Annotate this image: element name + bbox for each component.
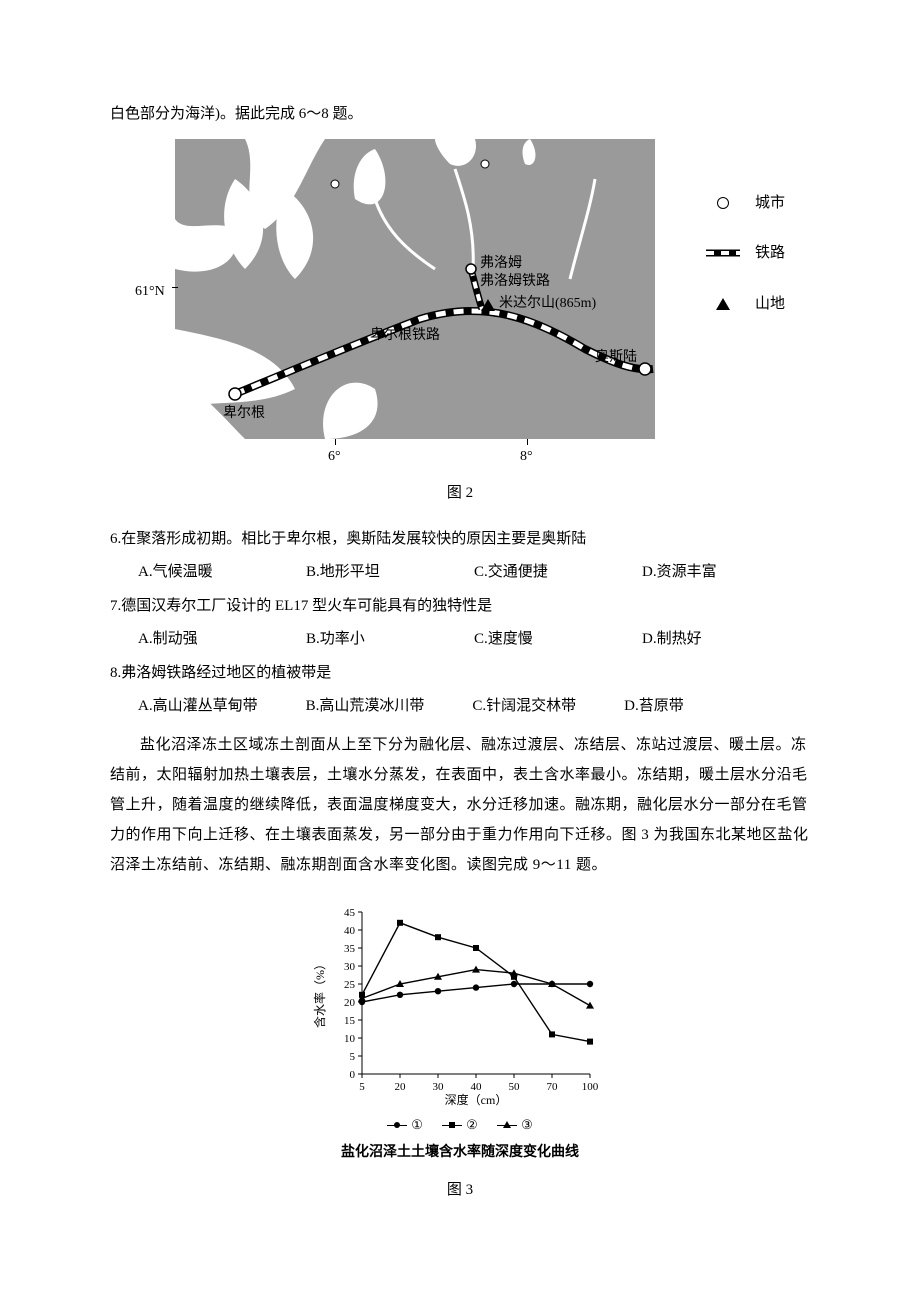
chart-svg: 05101520253035404552030405070100深度（cm）含水… [310,896,610,1106]
legend-mountain-label: 山地 [755,290,785,319]
q8-number: 8. [110,659,121,688]
legend-city-label: 城市 [755,189,785,218]
intro-continued: 白色部分为海洋)。据此完成 6～8 题。 [110,100,810,129]
svg-text:35: 35 [344,943,356,955]
q6-option-b: B.地形平坦 [306,558,474,587]
railway-icon [706,248,740,258]
map-legend: 城市 铁路 山地 [705,189,785,341]
legend-series-2-label: ② [466,1113,478,1138]
legend-series-3: ③ [497,1113,533,1138]
svg-text:40: 40 [471,1081,483,1093]
q7-option-d: D.制热好 [642,625,810,654]
passage-9-11: 盐化沼泽冻土区域冻土剖面从上至下分为融化层、融冻过渡层、冻结层、冻站过渡层、暖土… [110,730,810,880]
q7-number: 7. [110,592,121,621]
legend-series-2: ② [442,1113,478,1138]
svg-text:20: 20 [344,997,356,1009]
q6-number: 6. [110,525,121,554]
label-flom: 弗洛姆 [480,255,522,271]
question-7: 7. 德国汉寿尔工厂设计的 EL17 型火车可能具有的独特性是 A.制动强 B.… [110,592,810,653]
legend-railway: 铁路 [705,239,785,268]
question-8: 8. 弗洛姆铁路经过地区的植被带是 A.高山灌丛草甸带 B.高山荒漠冰川带 C.… [110,659,810,720]
square-marker-icon [449,1122,455,1128]
q6-option-c: C.交通便捷 [474,558,642,587]
legend-series-1: ① [387,1113,423,1138]
q8-option-c: C.针阔混交林带 [472,692,606,721]
legend-railway-label: 铁路 [755,239,785,268]
q7-stem: 德国汉寿尔工厂设计的 EL17 型火车可能具有的独特性是 [121,592,810,621]
q8-option-b: B.高山荒漠冰川带 [306,692,455,721]
svg-text:5: 5 [350,1051,356,1063]
svg-text:45: 45 [344,907,356,919]
q7-option-c: C.速度慢 [474,625,642,654]
figure-3: 05101520253035404552030405070100深度（cm）含水… [110,896,810,1205]
map-container: 弗洛姆 弗洛姆铁路 米达尔山(865m) 卑尔根铁路 奥斯陆 卑尔根 61°N … [135,139,785,469]
figure-2-caption: 图 2 [110,479,810,508]
legend-series-3-label: ③ [521,1113,533,1138]
map-image: 弗洛姆 弗洛姆铁路 米达尔山(865m) 卑尔根铁路 奥斯陆 卑尔根 [175,139,655,439]
q6-option-d: D.资源丰富 [642,558,810,587]
legend-series-1-label: ① [411,1113,423,1138]
chart-title: 盐化沼泽土土壤含水率随深度变化曲线 [290,1140,630,1167]
svg-text:30: 30 [344,961,356,973]
lon-label-1: 6° [328,444,341,471]
figure-2: 弗洛姆 弗洛姆铁路 米达尔山(865m) 卑尔根铁路 奥斯陆 卑尔根 61°N … [110,139,810,508]
svg-text:20: 20 [395,1081,407,1093]
svg-text:15: 15 [344,1015,356,1027]
svg-text:5: 5 [359,1081,365,1093]
lon-tick-1 [335,439,336,445]
city-icon [717,197,729,209]
q8-option-d: D.苔原带 [624,692,714,721]
svg-text:深度（cm）: 深度（cm） [445,1092,508,1106]
svg-text:50: 50 [509,1081,521,1093]
label-midal: 米达尔山(865m) [499,295,597,311]
label-oslo: 奥斯陆 [595,348,637,365]
label-bergen-rail: 卑尔根铁路 [370,326,440,343]
map-svg: 弗洛姆 弗洛姆铁路 米达尔山(865m) 卑尔根铁路 奥斯陆 卑尔根 [175,139,655,439]
svg-text:10: 10 [344,1033,356,1045]
chart-legend: ① ② ③ [290,1110,630,1138]
svg-text:40: 40 [344,925,356,937]
legend-city: 城市 [705,189,785,218]
circle-marker-icon [394,1122,400,1128]
svg-text:100: 100 [582,1081,599,1093]
svg-text:70: 70 [547,1081,559,1093]
q7-option-b: B.功率小 [306,625,474,654]
figure-3-caption: 图 3 [110,1176,810,1205]
q6-stem: 在聚落形成初期。相比于卑尔根，奥斯陆发展较快的原因主要是奥斯陆 [121,525,810,554]
lon-label-2: 8° [520,444,533,471]
label-flom-rail: 弗洛姆铁路 [480,273,550,289]
legend-mountain: 山地 [705,290,785,319]
mountain-icon [716,298,730,310]
lon-tick-2 [527,439,528,445]
svg-text:0: 0 [350,1069,356,1081]
q6-option-a: A.气候温暖 [138,558,306,587]
question-6: 6. 在聚落形成初期。相比于卑尔根，奥斯陆发展较快的原因主要是奥斯陆 A.气候温… [110,525,810,586]
q8-stem: 弗洛姆铁路经过地区的植被带是 [121,659,810,688]
svg-text:30: 30 [433,1081,445,1093]
triangle-marker-icon [503,1121,511,1128]
q7-option-a: A.制动强 [138,625,306,654]
lat-tick [172,287,178,288]
q8-option-a: A.高山灌丛草甸带 [138,692,288,721]
svg-text:25: 25 [344,979,356,991]
label-bergen: 卑尔根 [223,404,265,421]
svg-text:含水率（%）: 含水率（%） [312,958,327,1028]
lat-label: 61°N [135,279,165,306]
